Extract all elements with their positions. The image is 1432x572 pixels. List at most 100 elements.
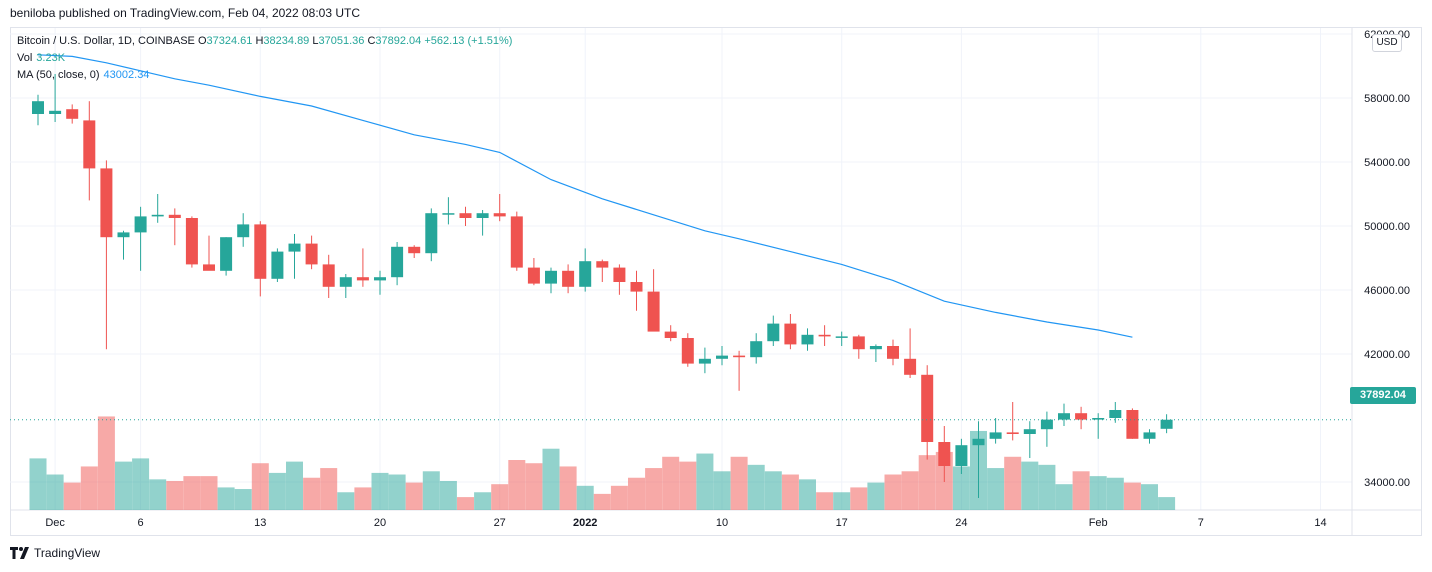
volume-bar bbox=[1158, 497, 1176, 510]
volume-bar bbox=[730, 456, 748, 510]
volume-bar bbox=[80, 466, 98, 510]
candle-body bbox=[1109, 410, 1122, 418]
low-value: 37051.36 bbox=[318, 35, 365, 47]
volume-bar bbox=[901, 471, 919, 510]
candle-body bbox=[921, 374, 934, 442]
footer-brand[interactable]: TradingView bbox=[10, 546, 100, 560]
x-tick-label: 20 bbox=[374, 517, 386, 529]
candle-body bbox=[322, 264, 335, 287]
candle-body bbox=[596, 261, 609, 268]
volume-bar bbox=[1141, 484, 1158, 510]
candle-body bbox=[237, 224, 250, 238]
x-tick-label: 10 bbox=[716, 517, 728, 529]
low-label: L bbox=[312, 35, 319, 47]
volume-bar bbox=[833, 492, 851, 510]
candle-body bbox=[750, 341, 763, 358]
volume-bar bbox=[816, 492, 834, 510]
volume-bar bbox=[217, 487, 235, 510]
candle-body bbox=[767, 323, 780, 342]
chart-frame bbox=[10, 27, 1422, 536]
volume-bar bbox=[46, 474, 64, 510]
volume-bar bbox=[354, 487, 372, 510]
x-tick-label: 2022 bbox=[573, 517, 597, 529]
candle-body bbox=[835, 336, 848, 338]
candle-body bbox=[134, 216, 147, 233]
volume-bar bbox=[987, 468, 1005, 510]
volume-bar bbox=[713, 471, 731, 510]
ma-value: 43002.34 bbox=[103, 69, 150, 81]
candle-body bbox=[938, 442, 951, 466]
candle-body bbox=[1160, 419, 1173, 429]
volume-bar bbox=[63, 482, 81, 510]
candle-body bbox=[647, 291, 660, 332]
change-value: +562.13 (+1.51%) bbox=[424, 35, 513, 47]
candle-body bbox=[288, 243, 301, 252]
volume-bar bbox=[799, 479, 816, 510]
volume-label: Vol bbox=[17, 52, 33, 64]
volume-bar bbox=[422, 471, 440, 510]
candle-body bbox=[1040, 419, 1053, 430]
candle-body bbox=[887, 346, 899, 359]
volume-bar bbox=[251, 463, 269, 510]
volume-bar bbox=[166, 480, 184, 510]
x-tick-label: 7 bbox=[1198, 517, 1204, 529]
candle-body bbox=[374, 277, 386, 281]
candle-body bbox=[613, 267, 626, 282]
volume-bar bbox=[1038, 464, 1056, 510]
volume-bar bbox=[1021, 461, 1039, 510]
x-tick-label: 17 bbox=[836, 517, 848, 529]
candle-body bbox=[442, 213, 455, 215]
y-tick-label: 58000.00 bbox=[1364, 93, 1410, 105]
volume-bar bbox=[286, 461, 303, 510]
candle-body bbox=[698, 358, 711, 364]
volume-bar bbox=[115, 461, 132, 510]
candle-body bbox=[408, 246, 421, 254]
ma-legend: MA (50, close, 0) 43002.34 bbox=[17, 69, 149, 81]
volume-bar bbox=[337, 492, 355, 510]
volume-bar bbox=[1072, 471, 1090, 510]
candle-body bbox=[1126, 410, 1139, 439]
candle-body bbox=[117, 232, 130, 238]
volume-bar bbox=[542, 448, 560, 510]
candle-body bbox=[425, 213, 438, 254]
candle-body bbox=[510, 216, 523, 268]
volume-bar bbox=[320, 468, 338, 510]
candle-body bbox=[254, 224, 267, 279]
volume-bar bbox=[525, 463, 543, 510]
volume-bar bbox=[559, 466, 577, 510]
volume-bar bbox=[268, 472, 286, 510]
candle-body bbox=[1058, 413, 1070, 420]
open-value: 37324.61 bbox=[206, 35, 253, 47]
candle-body bbox=[391, 246, 404, 278]
candle-body bbox=[32, 101, 44, 114]
high-value: 38234.89 bbox=[263, 35, 310, 47]
candle-body bbox=[681, 338, 694, 364]
volume-bar bbox=[1123, 482, 1141, 510]
volume-bar bbox=[457, 497, 474, 510]
candle-body bbox=[579, 261, 592, 287]
x-tick-label: Feb bbox=[1089, 517, 1108, 529]
y-tick-label: 54000.00 bbox=[1364, 157, 1410, 169]
volume-bar bbox=[952, 466, 970, 510]
candle-body bbox=[527, 267, 540, 284]
currency-badge[interactable]: USD bbox=[1372, 34, 1402, 52]
candle-body bbox=[1092, 418, 1105, 420]
volume-bar bbox=[491, 484, 509, 510]
volume-bar bbox=[593, 493, 611, 510]
candle-body bbox=[66, 109, 79, 119]
volume-value: 3.23K bbox=[36, 52, 66, 64]
ma50-line bbox=[37, 54, 1133, 338]
volume-bar bbox=[645, 468, 663, 510]
last-price-tag: 37892.04 bbox=[1350, 387, 1416, 404]
volume-bar bbox=[679, 461, 697, 510]
close-value: 37892.04 bbox=[375, 35, 422, 47]
volume-bar bbox=[1055, 484, 1073, 510]
candle-body bbox=[869, 346, 882, 350]
candle-body bbox=[151, 214, 164, 217]
candle-body bbox=[989, 432, 1002, 439]
candle-body bbox=[476, 213, 489, 218]
candle-body bbox=[185, 218, 198, 265]
x-tick-label: 13 bbox=[254, 517, 266, 529]
candle-body bbox=[220, 237, 233, 271]
